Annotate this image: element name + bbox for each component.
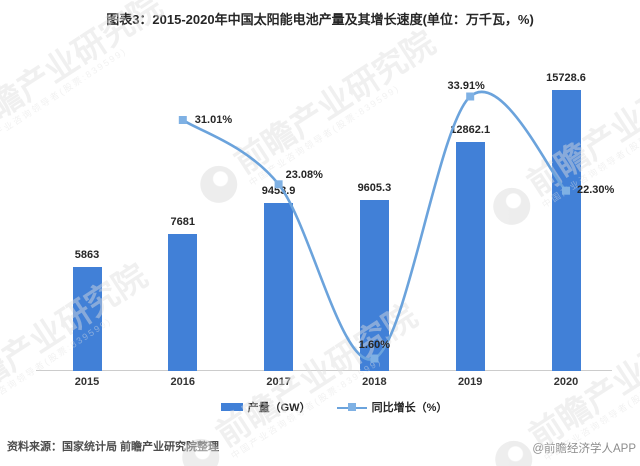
x-label-2016: 2016	[170, 376, 196, 388]
x-label-2020: 2020	[553, 376, 579, 388]
growth-value-2018: 1.60%	[358, 339, 390, 352]
bar-2016	[168, 234, 198, 372]
bar-value-2019: 12862.1	[450, 123, 491, 136]
growth-value-2016: 31.01%	[194, 113, 233, 126]
chart-title: 图表3：2015-2020年中国太阳能电池产量及其增长速度(单位：万千瓦，%)	[106, 12, 534, 27]
x-label-2018: 2018	[362, 376, 387, 388]
bar-2020	[551, 90, 581, 372]
x-label-2017: 2017	[266, 376, 291, 388]
line-swatch-icon	[336, 403, 367, 412]
data-source-text: 资料来源：国家统计局 前瞻产业研究院整理	[7, 441, 220, 453]
marker-2019	[466, 92, 475, 101]
growth-value-2019: 33.91%	[447, 80, 485, 93]
legend-item-production: 产量（GW）	[220, 399, 311, 415]
x-axis-line	[36, 370, 612, 371]
x-label-2015: 2015	[74, 376, 100, 388]
bar-swatch-icon	[220, 403, 243, 411]
bar-value-2017: 9453.9	[261, 184, 296, 197]
growth-value-2017: 23.08%	[285, 168, 323, 181]
bar-value-2018: 9605.3	[357, 181, 392, 194]
legend-label-growth: 同比增长（%）	[371, 402, 448, 414]
bar-value-2016: 7681	[170, 216, 196, 229]
x-label-2019: 2019	[457, 376, 483, 388]
growth-value-2020: 22.30%	[577, 184, 615, 197]
brand-credit-text: @前瞻经济学人APP	[532, 443, 636, 455]
legend-item-growth: 同比增长（%）	[336, 399, 448, 415]
bar-2017	[264, 202, 294, 372]
chart-legend: 产量（GW） 同比增长（%）	[14, 399, 640, 415]
marker-2018	[370, 354, 379, 363]
legend-label-production: 产量（GW）	[247, 402, 311, 414]
bar-value-2020: 15728.6	[546, 72, 586, 85]
marker-2020	[562, 186, 570, 195]
marker-2017	[274, 180, 283, 189]
marker-2016	[178, 116, 187, 124]
bar-2015	[72, 266, 102, 372]
bar-2018	[359, 199, 389, 372]
bar-value-2015: 5863	[74, 248, 100, 261]
growth-line-path	[181, 90, 568, 361]
bar-2019	[455, 141, 485, 372]
